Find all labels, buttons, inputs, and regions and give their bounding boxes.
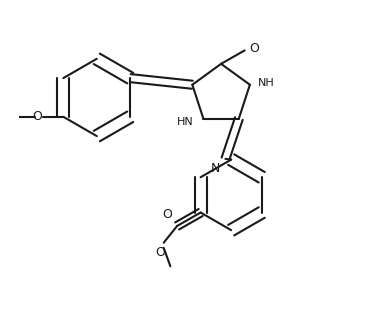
Text: HN: HN (177, 117, 193, 127)
Text: N: N (211, 162, 220, 175)
Text: O: O (32, 110, 42, 123)
Text: O: O (162, 208, 172, 221)
Text: O: O (155, 246, 165, 259)
Text: O: O (250, 42, 259, 55)
Text: NH: NH (258, 78, 275, 88)
